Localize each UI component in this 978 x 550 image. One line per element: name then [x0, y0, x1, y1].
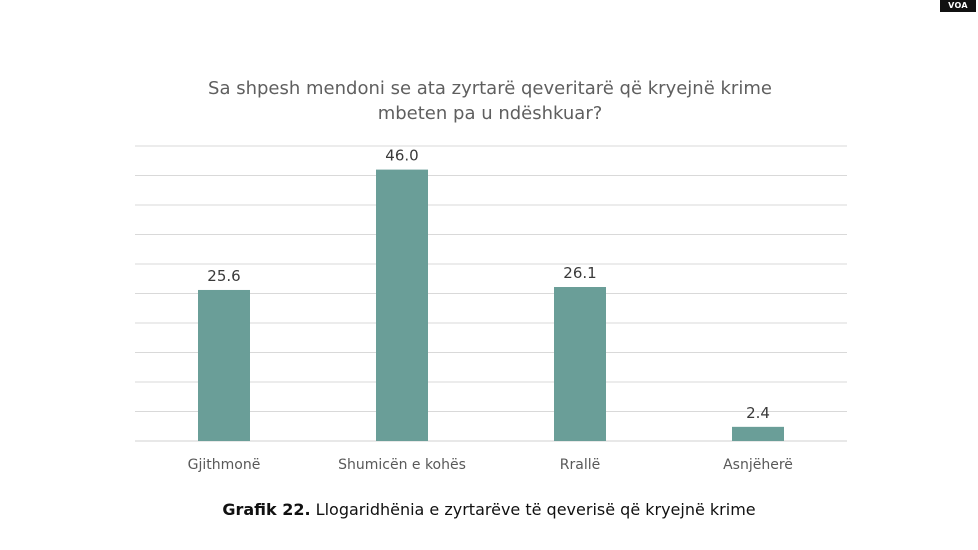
chart-title-line-2: mbeten pa u ndëshkuar? [377, 103, 603, 124]
chart-title-line-1: Sa shpesh mendoni se ata zyrtarë qeverit… [208, 78, 772, 99]
caption-label: Grafik 22. [222, 500, 311, 519]
figure-caption: Grafik 22. Llogaridhënia e zyrtarëve të … [0, 500, 978, 519]
voa-logo: VOA [940, 0, 976, 12]
x-tick-label: Shumicën e kohës [338, 457, 466, 473]
bar [554, 287, 606, 441]
gridlines [135, 145, 847, 442]
x-tick-label: Rrallë [560, 457, 600, 473]
data-labels: 25.6 46.0 26.1 2.4 [207, 147, 770, 422]
x-tick-label: Gjithmonë [188, 457, 261, 473]
bar-value-label: 26.1 [563, 264, 596, 282]
x-axis-tick-labels: Gjithmonë Shumicën e kohës Rrallë Asnjëherë [188, 457, 793, 473]
bar [198, 289, 250, 441]
bar-value-label: 2.4 [746, 404, 770, 422]
bars [198, 169, 784, 441]
bar [732, 426, 784, 441]
bar-value-label: 46.0 [385, 147, 418, 165]
chart-title: Sa shpesh mendoni se ata zyrtarë qeverit… [140, 76, 840, 126]
bar-value-label: 25.6 [207, 267, 240, 285]
caption-text: Llogaridhënia e zyrtarëve të qeverisë që… [310, 500, 756, 519]
bar [376, 169, 428, 441]
x-tick-label: Asnjëherë [723, 457, 793, 473]
